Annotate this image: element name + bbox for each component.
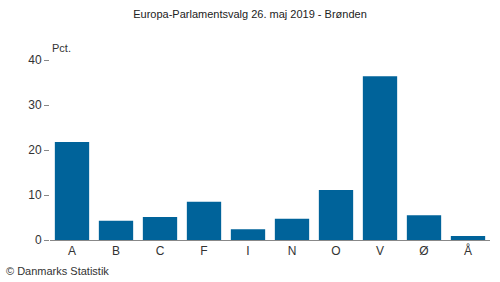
svg-text:30: 30 bbox=[28, 98, 42, 112]
svg-text:Pct.: Pct. bbox=[52, 42, 71, 54]
svg-text:10: 10 bbox=[28, 188, 42, 202]
svg-text:I: I bbox=[246, 244, 249, 258]
svg-text:B: B bbox=[112, 244, 120, 258]
svg-text:© Danmarks Statistik: © Danmarks Statistik bbox=[6, 265, 109, 277]
svg-text:0: 0 bbox=[35, 233, 42, 247]
svg-text:Å: Å bbox=[464, 243, 472, 258]
svg-text:Europa-Parlamentsvalg 26. maj: Europa-Parlamentsvalg 26. maj 2019 - Brø… bbox=[133, 8, 367, 20]
svg-text:40: 40 bbox=[28, 53, 42, 67]
svg-text:O: O bbox=[331, 244, 340, 258]
svg-text:20: 20 bbox=[28, 143, 42, 157]
svg-text:Ø: Ø bbox=[419, 244, 428, 258]
svg-text:A: A bbox=[68, 244, 76, 258]
svg-text:F: F bbox=[200, 244, 207, 258]
svg-text:C: C bbox=[156, 244, 165, 258]
svg-text:V: V bbox=[376, 244, 384, 258]
svg-text:N: N bbox=[288, 244, 297, 258]
